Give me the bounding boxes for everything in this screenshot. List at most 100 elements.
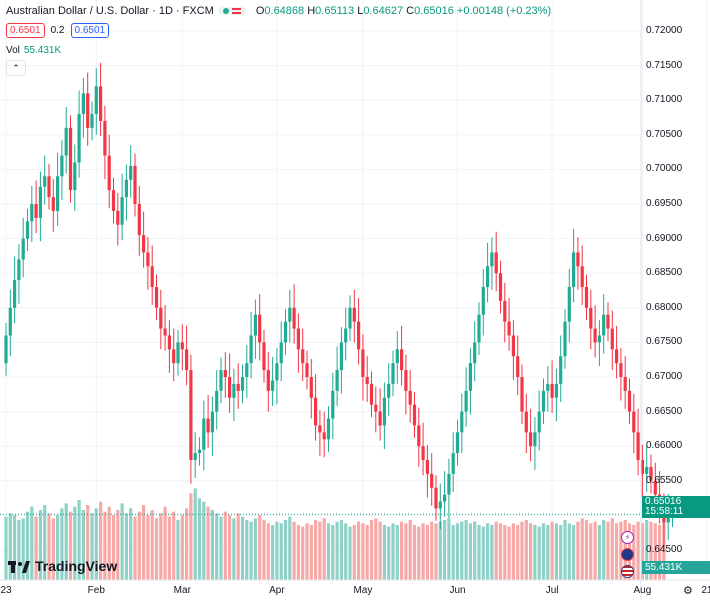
volume-bar xyxy=(219,516,223,580)
tradingview-logo[interactable]: TradingView xyxy=(8,558,117,574)
volume-bar xyxy=(4,516,8,580)
candle-body xyxy=(296,328,300,350)
volume-bar xyxy=(322,518,326,580)
volume-bar xyxy=(197,498,202,580)
y-tick-label: 0.71000 xyxy=(646,94,683,106)
volume-bar xyxy=(258,515,262,580)
x-tick-label: Aug xyxy=(633,585,652,596)
volume-bar xyxy=(335,521,339,580)
volume-bar xyxy=(279,523,283,580)
candle-body xyxy=(206,418,210,433)
chevron-up-icon[interactable]: ⌃ xyxy=(6,60,26,76)
candle-body xyxy=(8,307,12,336)
symbol-title[interactable]: Australian Dollar / U.S. Dollar · 1D · F… xyxy=(6,5,214,17)
candle-body xyxy=(344,328,348,343)
volume-bar xyxy=(339,520,343,580)
volume-bar xyxy=(326,523,331,580)
gear-icon[interactable]: ⚙ xyxy=(683,585,693,597)
low-value: 0.64627 xyxy=(363,5,404,17)
candle-body xyxy=(438,501,442,509)
volume-bar xyxy=(361,523,365,580)
volume-bar xyxy=(606,521,610,580)
volume-bar xyxy=(619,521,623,580)
volume-bar xyxy=(520,521,524,580)
volume-bar xyxy=(572,525,576,580)
australia-flag-icon[interactable] xyxy=(621,548,634,561)
candle-body xyxy=(374,404,378,412)
candle-body xyxy=(430,473,434,488)
volume-bar xyxy=(464,520,468,580)
candle-body xyxy=(232,383,236,398)
candle-body xyxy=(180,342,184,350)
market-status-pill[interactable] xyxy=(217,7,246,15)
volume-bar xyxy=(344,523,348,580)
volume-bar xyxy=(129,508,133,580)
volume-bar xyxy=(30,506,34,580)
volume-bar xyxy=(348,526,352,580)
volume-bar xyxy=(524,520,528,580)
volume-bar xyxy=(662,521,666,580)
volume-bar xyxy=(447,518,451,580)
buy-button[interactable]: 0.6501 xyxy=(70,23,110,38)
candle-body xyxy=(43,176,47,187)
volume-bar xyxy=(210,510,214,580)
trade-panel: 0.6501 0.2 0.6501 xyxy=(6,23,110,38)
lightning-event-icon[interactable]: ⚡ xyxy=(621,531,634,544)
candle-body xyxy=(468,363,472,391)
candle-body xyxy=(606,314,610,329)
candle-body xyxy=(301,349,305,364)
volume-bar xyxy=(142,505,146,580)
candle-body xyxy=(507,321,511,336)
candle-body xyxy=(30,204,34,222)
y-tick-label: 0.68000 xyxy=(646,301,683,313)
candle-body xyxy=(4,335,8,364)
volume-bar xyxy=(176,520,180,580)
candle-body xyxy=(81,93,85,115)
candle-body xyxy=(490,252,494,267)
candle-body xyxy=(318,425,322,433)
volume-bar xyxy=(460,521,464,580)
candle-body xyxy=(154,287,159,308)
volume-bar xyxy=(223,511,227,580)
candle-body xyxy=(262,342,266,371)
volume-bar xyxy=(206,506,210,580)
volume-bar xyxy=(77,500,81,580)
volume-bar xyxy=(507,526,511,580)
y-tick-label: 0.70500 xyxy=(646,128,683,140)
volume-bar xyxy=(68,511,73,580)
volume-bar xyxy=(382,525,386,580)
candle-body xyxy=(352,307,356,322)
x-tick-label: May xyxy=(353,585,373,596)
candle-body xyxy=(137,204,141,236)
volume-bar xyxy=(567,523,571,580)
candle-body xyxy=(245,363,249,377)
candle-body xyxy=(404,370,408,391)
volume-bar xyxy=(64,503,68,580)
volume-bar xyxy=(400,521,404,580)
x-tick-label: 21 xyxy=(701,585,710,596)
volume-bar xyxy=(425,525,429,580)
candle-body xyxy=(537,411,541,433)
volume-bar xyxy=(408,520,412,580)
volume-bar xyxy=(374,518,378,580)
candle-body xyxy=(120,197,124,225)
candle-body xyxy=(129,165,133,180)
candle-body xyxy=(314,397,318,426)
x-tick-label: Apr xyxy=(269,585,285,596)
candle-body xyxy=(240,377,245,391)
candle-body xyxy=(38,186,42,218)
usa-flag-icon[interactable] xyxy=(621,565,634,578)
volume-bar xyxy=(56,515,60,580)
y-tick-label: 0.66500 xyxy=(646,405,683,417)
volume-bar xyxy=(296,525,300,580)
volume-bar xyxy=(245,520,249,580)
candle-body xyxy=(56,176,60,211)
volume-bar xyxy=(47,513,51,580)
volume-bar xyxy=(167,516,171,580)
candle-body xyxy=(107,155,111,191)
sell-button[interactable]: 0.6501 xyxy=(6,23,45,38)
candle-body xyxy=(615,349,619,364)
volume-bar xyxy=(498,523,503,580)
volume-bar xyxy=(597,525,601,580)
